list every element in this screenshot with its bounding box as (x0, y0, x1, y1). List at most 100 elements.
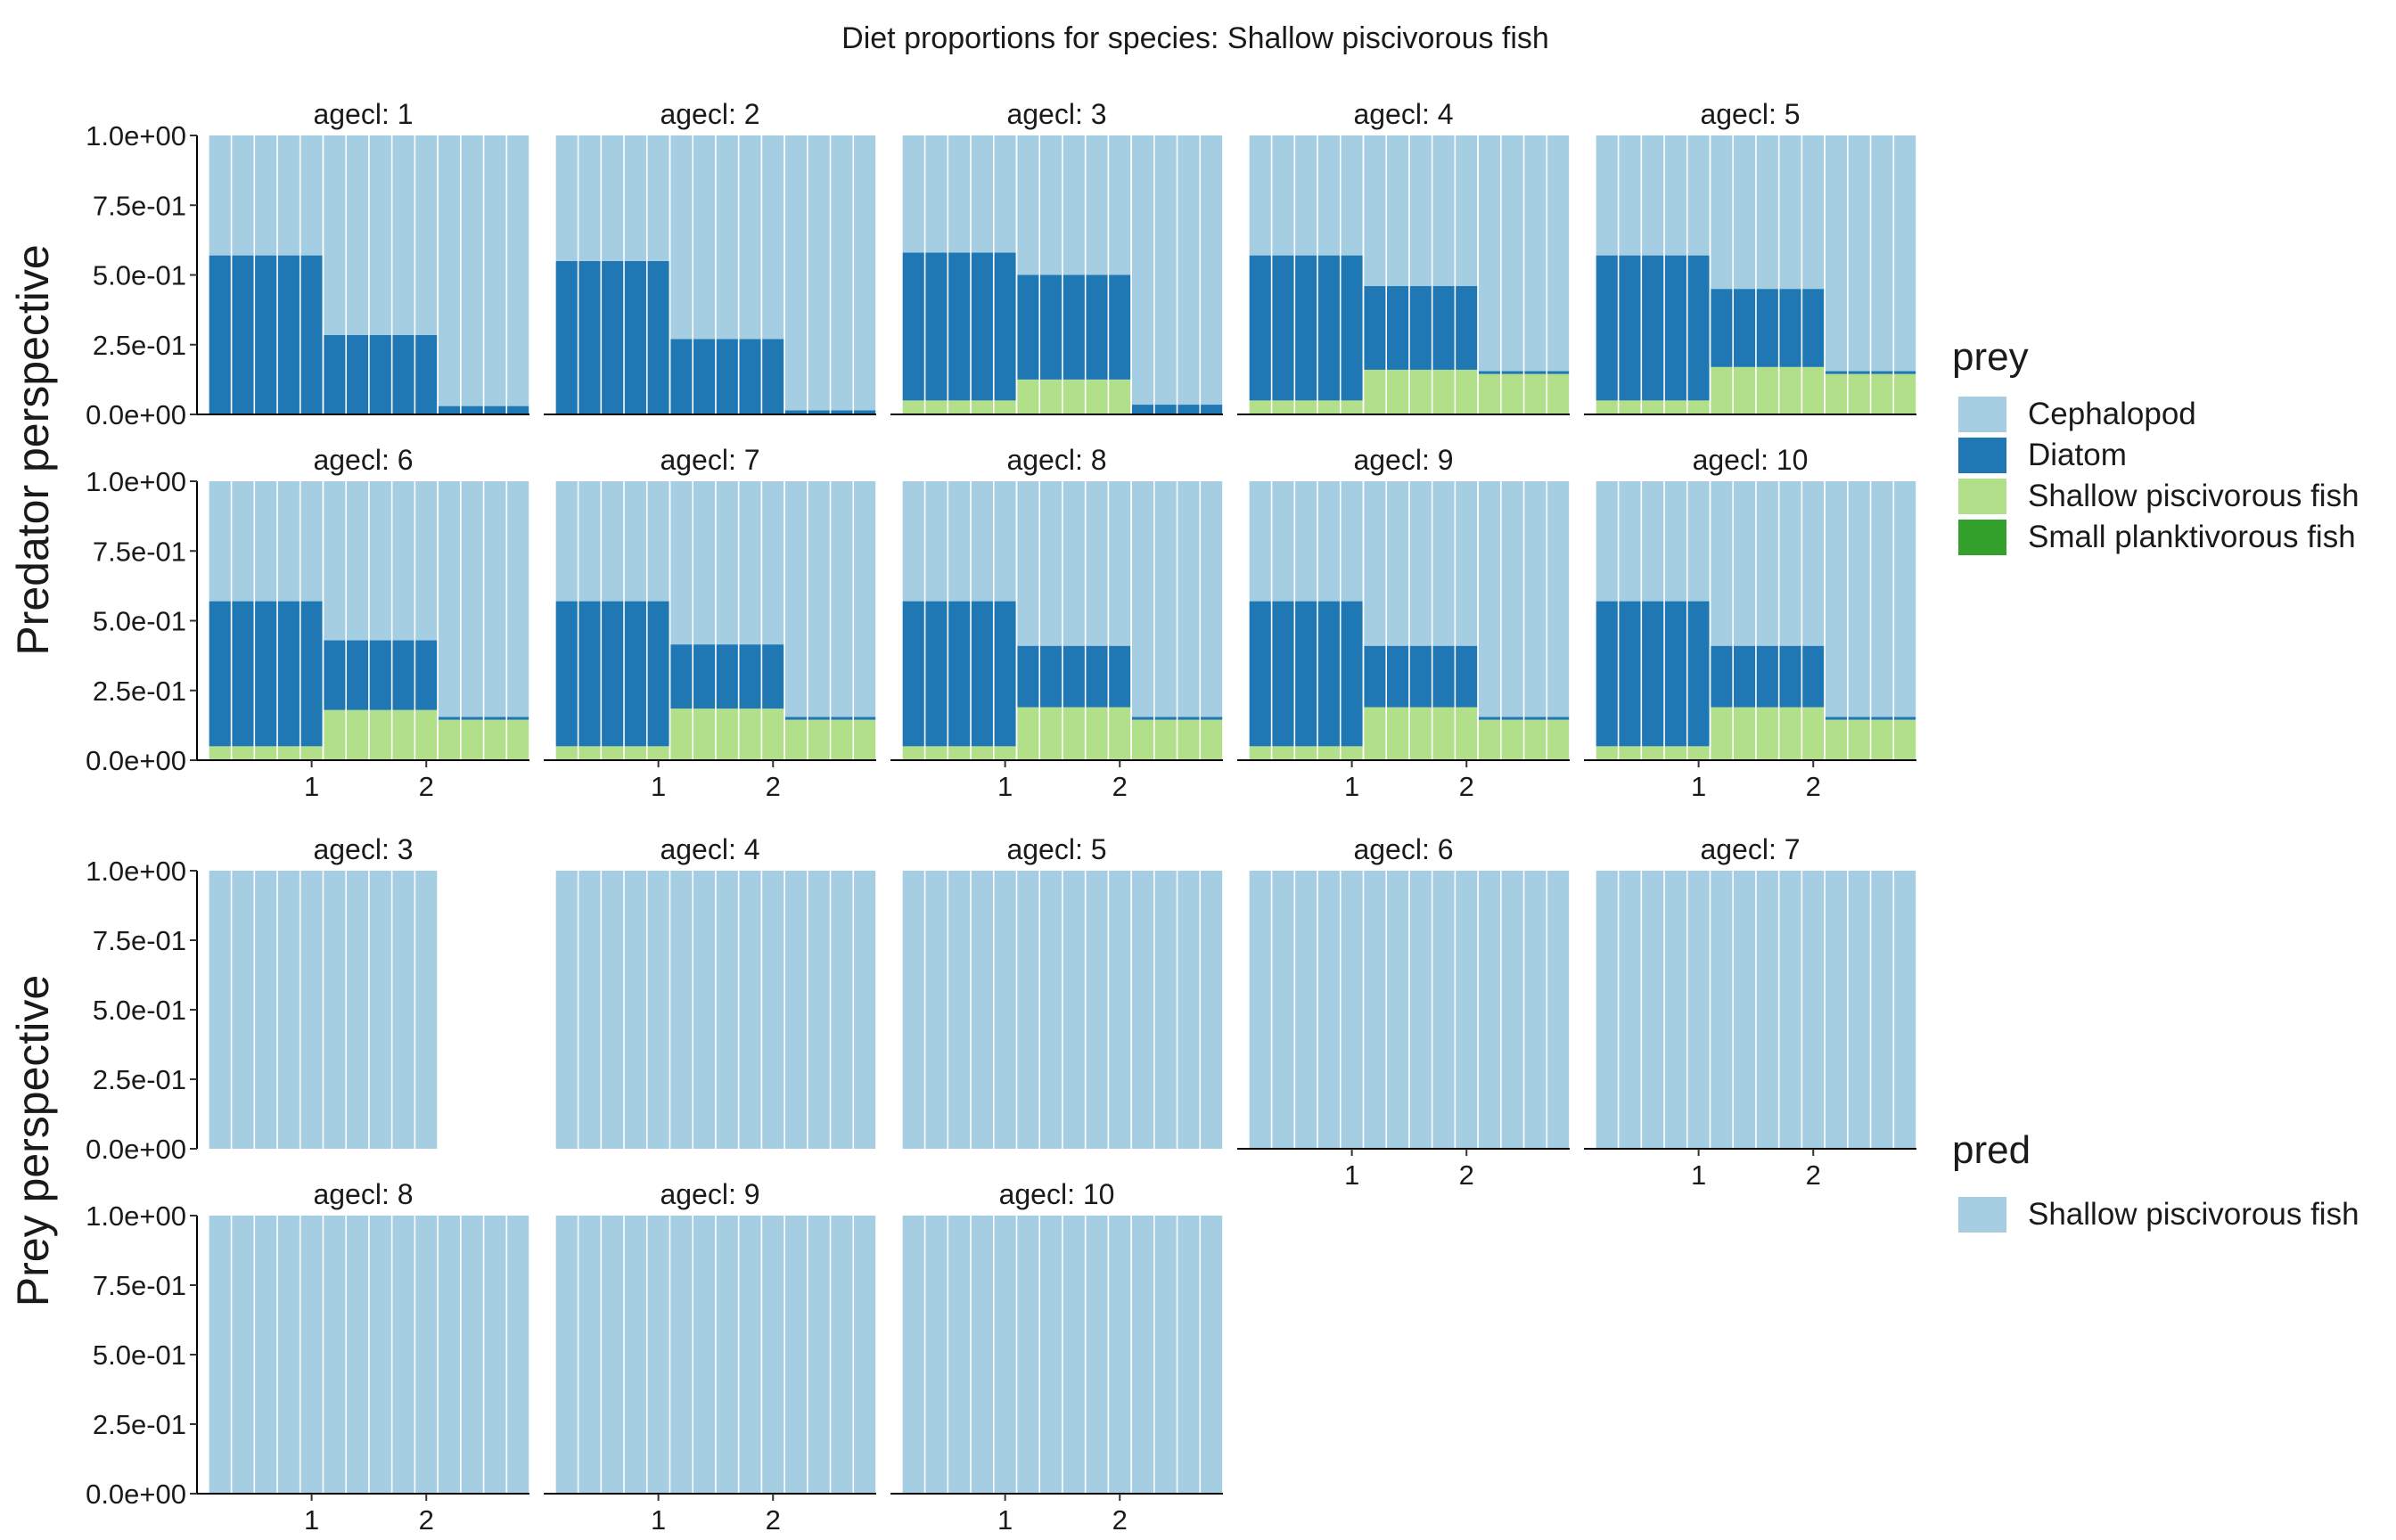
prey-bar (646, 1216, 670, 1494)
bar-segment-diatom (1177, 405, 1201, 414)
prey-bar (738, 1216, 762, 1494)
prey-x-tick-label: 1 (1691, 1159, 1706, 1191)
prey-bar (231, 871, 255, 1149)
bar-segment-shallow-piscivorous-fish (1248, 400, 1272, 414)
bar-segment-shallow-piscivorous-fish (853, 719, 876, 760)
bar-segment-shallow-piscivorous-fish (1801, 366, 1826, 414)
bar-segment-shallow-piscivorous-fish (1500, 719, 1524, 760)
bar-segment-shallow-piscivorous-fish (1641, 746, 1665, 760)
bar-segment-cephalopod (1016, 481, 1040, 646)
bar-segment-cephalopod (254, 135, 278, 256)
bar-segment-diatom (414, 334, 439, 414)
legend-label-diatom: Diatom (2028, 438, 2127, 472)
bar-segment-cephalopod (624, 481, 647, 602)
bar-segment-cephalopod (1847, 135, 1871, 372)
bar-segment-diatom (1039, 645, 1063, 708)
prey-bar (971, 1216, 994, 1494)
prey-bar (761, 871, 785, 1149)
bar-segment-cephalopod (1664, 135, 1687, 256)
bar-segment-cephalopod (784, 135, 808, 411)
bar-segment-cephalopod (693, 135, 716, 340)
prey-y-tick-label: 2.5e-01 (93, 1409, 186, 1440)
bar-segment-diatom (1733, 645, 1756, 708)
predator-y-tick-label: 7.5e-01 (93, 190, 186, 221)
predator-panel-agecl-7: agecl: 7 1 2 (544, 444, 877, 802)
bar-segment-diatom (1386, 286, 1409, 370)
bar-segment-shallow-piscivorous-fish (1016, 379, 1040, 414)
bar-segment-shallow-piscivorous-fish (924, 746, 948, 760)
bar-segment-diatom (578, 601, 602, 747)
bar-segment-cephalopod (1755, 135, 1779, 290)
bar-segment-cephalopod (784, 481, 808, 717)
bar-segment-diatom (1595, 255, 1619, 401)
bar-segment-diatom (1664, 601, 1687, 747)
bar-segment-shallow-piscivorous-fish (391, 709, 415, 760)
bar-segment-diatom (624, 601, 647, 747)
prey-bar (578, 1216, 602, 1494)
predator-panel-agecl-10: agecl: 10 1 2 (1584, 444, 1917, 802)
predator-panel-agecl-6: agecl: 6 0.0e+00 2.5e-01 5.0e-01 7.5e-01 1.0e… (86, 444, 530, 802)
prey-bar (1432, 871, 1456, 1149)
bar-segment-shallow-piscivorous-fish (1686, 400, 1711, 414)
prey-bar (578, 871, 602, 1149)
bar-segment-diatom (1825, 371, 1848, 374)
bar-segment-diatom (506, 405, 529, 414)
bar-segment-diatom (1778, 289, 1802, 367)
bar-segment-cephalopod (601, 481, 625, 602)
bar-segment-cephalopod (601, 135, 625, 261)
bar-segment-diatom (277, 601, 300, 747)
bar-segment-cephalopod (1177, 135, 1201, 405)
bar-segment-diatom (1363, 286, 1387, 370)
prey-bar (784, 871, 808, 1149)
bar-segment-diatom (993, 252, 1017, 401)
bar-segment-shallow-piscivorous-fish (971, 746, 994, 760)
bar-segment-diatom (761, 644, 785, 709)
prey-bar (761, 1216, 785, 1494)
bar-segment-diatom (323, 334, 347, 414)
bar-segment-cephalopod (1825, 135, 1848, 372)
bar-segment-cephalopod (1317, 481, 1341, 602)
prey-bar (738, 871, 762, 1149)
bar-segment-shallow-piscivorous-fish (715, 709, 739, 760)
prey-bar (1177, 871, 1201, 1149)
bar-segment-shallow-piscivorous-fish (1801, 707, 1826, 760)
bar-segment-shallow-piscivorous-fish (1085, 379, 1109, 414)
prey-bar (693, 871, 716, 1149)
bar-segment-cephalopod (414, 135, 439, 335)
bar-segment-diatom (669, 644, 693, 709)
bar-segment-shallow-piscivorous-fish (1710, 707, 1734, 760)
bar-segment-diatom (601, 601, 625, 747)
prey-bar (1200, 871, 1223, 1149)
bar-segment-diatom (368, 640, 392, 710)
prey-bar (1500, 871, 1524, 1149)
bar-segment-cephalopod (1893, 481, 1916, 717)
bar-segment-cephalopod (1363, 135, 1387, 287)
prey-bar (646, 871, 670, 1149)
bar-segment-shallow-piscivorous-fish (1455, 369, 1479, 414)
bar-segment-shallow-piscivorous-fish (1153, 719, 1177, 760)
bar-segment-shallow-piscivorous-fish (1641, 400, 1665, 414)
prey-legend: prey Cephalopod Diatom Shallow piscivorous… (1952, 335, 2359, 555)
bar-segment-cephalopod (1710, 135, 1734, 290)
bar-segment-diatom (231, 601, 255, 747)
predator-y-tick-label: 0.0e+00 (86, 399, 186, 430)
prey-y-tick-label: 5.0e-01 (93, 995, 186, 1026)
bar-segment-cephalopod (1153, 135, 1177, 405)
prey-bar (1893, 871, 1916, 1149)
bar-segment-diatom (948, 601, 972, 747)
bar-segment-cephalopod (1523, 481, 1547, 717)
prey-bar (438, 1216, 461, 1494)
bar-segment-cephalopod (948, 135, 972, 253)
bar-segment-shallow-piscivorous-fish (1686, 746, 1711, 760)
bar-segment-shallow-piscivorous-fish (1755, 707, 1779, 760)
bar-segment-diatom (483, 717, 507, 720)
bar-segment-diatom (414, 640, 439, 710)
bar-segment-diatom (300, 255, 324, 414)
bar-segment-diatom (924, 601, 948, 747)
bar-segment-diatom (807, 410, 831, 414)
bar-segment-diatom (646, 260, 670, 414)
predator-x-tick-label: 1 (304, 771, 319, 802)
bar-segment-diatom (1408, 286, 1432, 370)
predator-y-tick-label: 1.0e+00 (86, 466, 186, 497)
bar-segment-cephalopod (1271, 135, 1295, 256)
